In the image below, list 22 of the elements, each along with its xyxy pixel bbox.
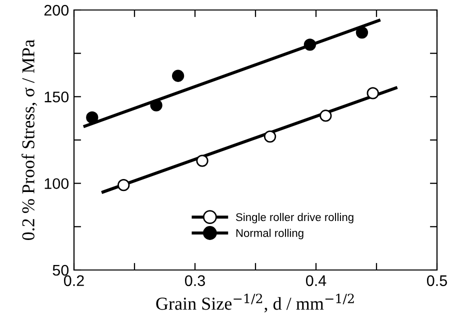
point <box>320 110 332 122</box>
point <box>196 154 208 167</box>
point <box>86 111 98 124</box>
y-tick-label: 150 <box>44 92 69 102</box>
x-tick-label: 0.4 <box>306 275 326 286</box>
x-tick-label: 0.3 <box>184 275 205 286</box>
point <box>150 99 162 112</box>
y-axis-title: 0.2 % Proof Stress, σ / MPa <box>22 40 38 240</box>
x-axis-title: Grain Size$^{−1/2}$, d / mm$^{−1/2}$ <box>156 294 354 312</box>
point <box>118 178 130 192</box>
x-tick-label: 0.5 <box>426 275 447 286</box>
y-tick-label: 50 <box>52 264 69 276</box>
point <box>356 26 368 39</box>
point <box>264 130 276 143</box>
y-tick-label: 200 <box>44 4 69 16</box>
legend-label: Normal rolling <box>236 228 304 240</box>
point <box>366 87 379 100</box>
point <box>172 70 184 82</box>
point <box>304 38 316 51</box>
x-tick-label: 0.2 <box>64 275 84 286</box>
legend-label: Single roller drive rolling <box>236 212 354 224</box>
y-tick-label: 100 <box>44 178 69 190</box>
